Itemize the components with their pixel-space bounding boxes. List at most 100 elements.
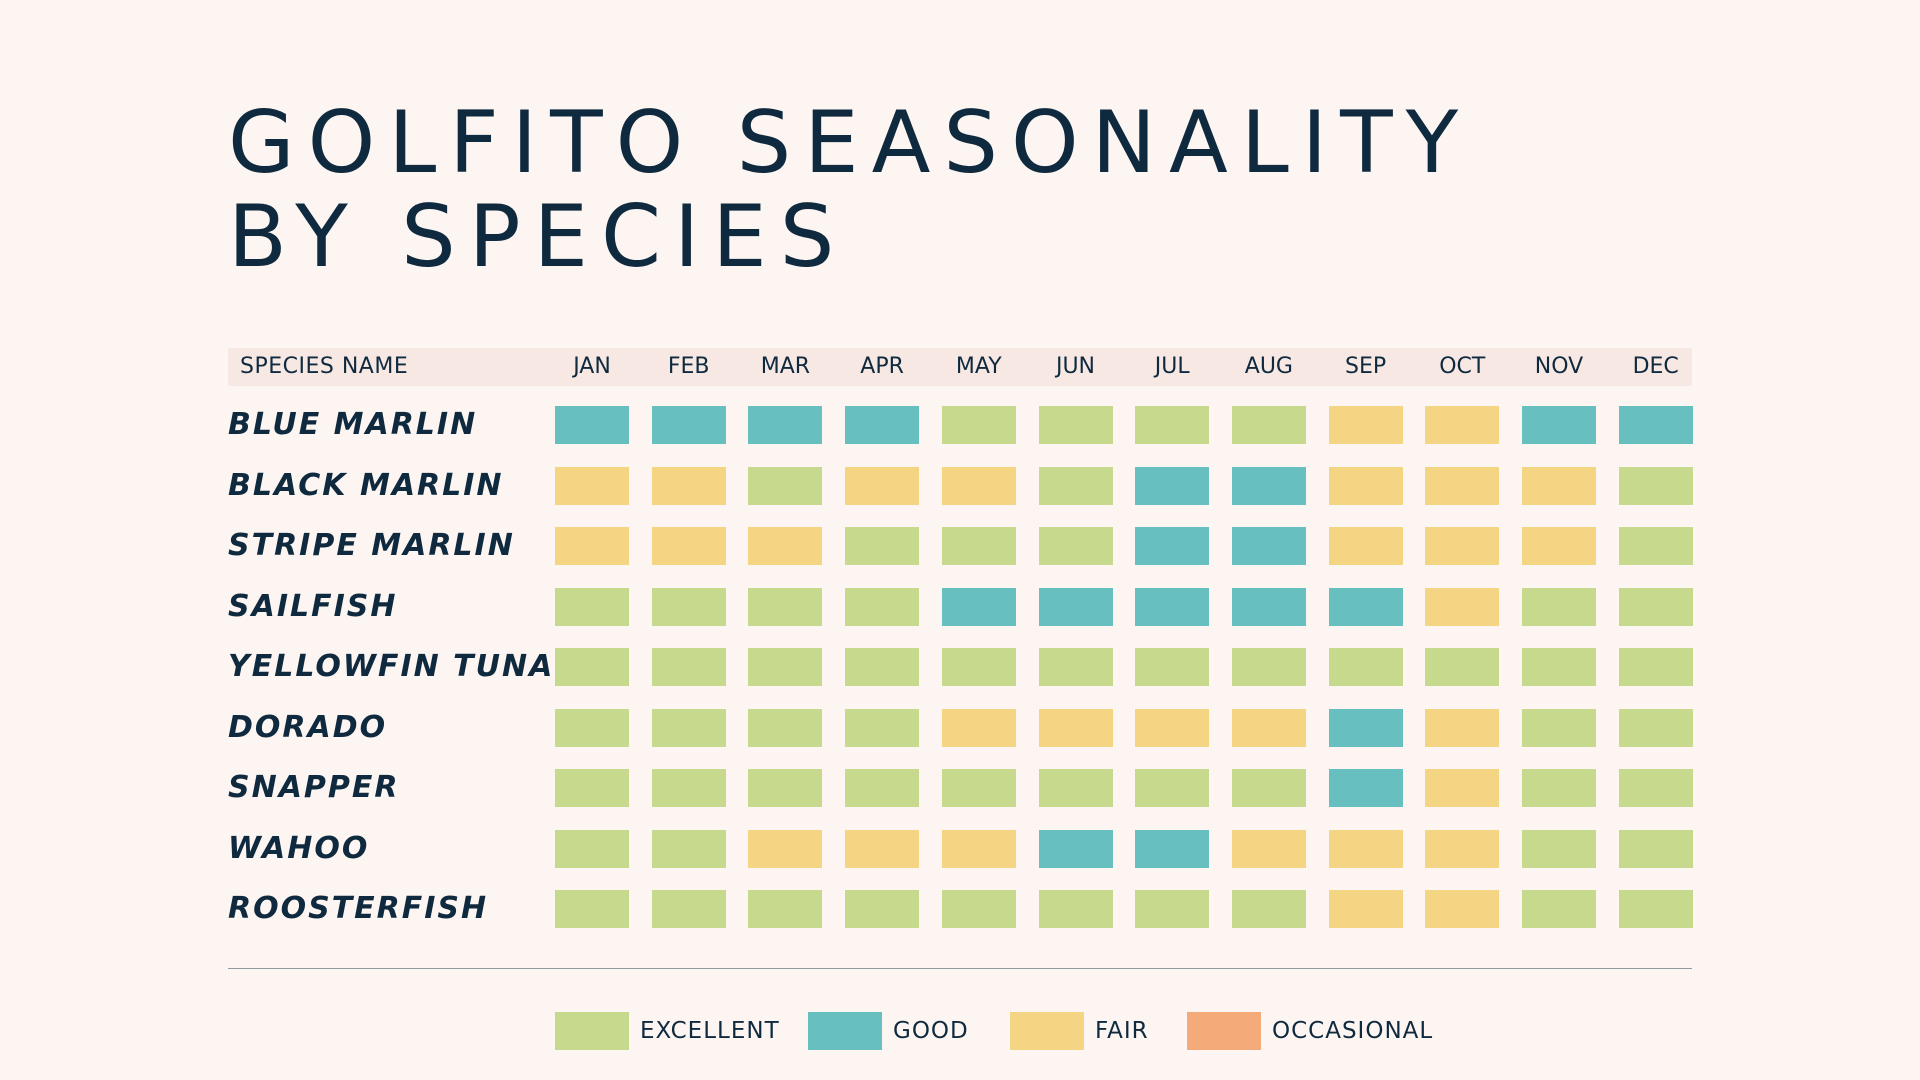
heatmap-cell [941,466,1016,505]
heatmap-cell [651,769,726,807]
heatmap-cell [1618,466,1693,505]
heatmap-cell [651,708,726,747]
heatmap-cell [1522,527,1596,565]
heatmap-cell [1231,648,1306,686]
heatmap-cell [1231,769,1306,807]
heatmap-cell [1231,708,1306,747]
heatmap-cell [941,890,1016,928]
heatmap-cell [941,587,1016,626]
heatmap-cell [1231,527,1306,565]
heatmap-cell [1328,708,1403,747]
month-label-sep: SEP [1345,354,1387,379]
month-label-oct: OCT [1439,354,1486,379]
heatmap-cell [748,890,823,928]
legend-label-good: GOOD [893,1018,969,1044]
species-label: ROOSTERFISH [228,891,489,926]
heatmap-cell [845,769,920,807]
title-line-2: BY SPECIES [228,187,848,287]
heatmap-cell [651,466,726,505]
heatmap-cell [1038,890,1113,928]
species-label: SAILFISH [228,588,398,624]
legend-swatch-good [808,1012,882,1050]
legend-swatch-occasional [1187,1012,1261,1050]
heatmap-cell [1038,708,1113,747]
heatmap-cell [748,527,823,565]
month-label-jun: JUN [1055,354,1096,379]
heatmap-cell [1135,648,1210,686]
month-label-dec: DEC [1632,354,1679,379]
heatmap-cell [748,587,823,626]
heatmap-cell [651,527,726,565]
heatmap-cell [845,527,920,565]
heatmap-cell [1038,829,1113,868]
divider [228,968,1692,969]
heatmap-cell [748,708,823,747]
heatmap-cell [1425,708,1500,747]
heatmap-cell [651,648,726,686]
species-label: YELLOWFIN TUNA [228,649,555,684]
heatmap-cell [1522,466,1596,505]
heatmap-cell [1522,406,1596,444]
month-label-aug: AUG [1244,354,1293,379]
heatmap-cell [1328,769,1403,807]
heatmap-cell [555,708,629,747]
heatmap-cell [1328,829,1403,868]
heatmap-cell [1038,648,1113,686]
heatmap-cell [651,587,726,626]
heatmap-cell [1522,829,1596,868]
heatmap-cell [1522,587,1596,626]
heatmap-cell [1038,769,1113,807]
heatmap-cell [1231,466,1306,505]
heatmap-cell [1522,769,1596,807]
heatmap-cell [1618,406,1693,444]
month-label-jan: JAN [573,354,611,379]
legend-label-fair: FAIR [1095,1018,1149,1044]
heatmap-cell [1522,708,1596,747]
heatmap-cell [1038,527,1113,565]
heatmap-cell [845,587,920,626]
heatmap-cell [1328,648,1403,686]
heatmap-cell [748,829,823,868]
heatmap-cell [1618,587,1693,626]
heatmap-cell [1135,708,1210,747]
heatmap-cell [1425,466,1500,505]
heatmap-cell [651,890,726,928]
title-line-1: GOLFITO SEASONALITY [228,93,1472,193]
heatmap-cell [1135,890,1210,928]
heatmap-cell [748,648,823,686]
heatmap-cell [1135,829,1210,868]
species-label: WAHOO [228,830,370,866]
heatmap-cell [555,829,629,868]
heatmap-cell [1618,708,1693,747]
heatmap-cell [1425,769,1500,807]
heatmap-cell [1328,890,1403,928]
heatmap-cell [1425,648,1500,686]
heatmap-cell [555,890,629,928]
species-label: SNAPPER [228,770,400,805]
heatmap-cell [941,527,1016,565]
month-label-apr: APR [860,354,904,379]
heatmap-cell [1135,406,1210,444]
heatmap-cell [941,829,1016,868]
heatmap-cell [1231,890,1306,928]
heatmap-cell [845,708,920,747]
heatmap-cell [555,406,629,444]
heatmap-cell [1038,406,1113,444]
heatmap-cell [941,769,1016,807]
heatmap-cell [1618,648,1693,686]
heatmap-cell [1425,890,1500,928]
heatmap-cell [1038,466,1113,505]
heatmap-cell [1135,769,1210,807]
legend-swatch-excellent [555,1012,629,1050]
heatmap-cell [1425,406,1500,444]
heatmap-cell [1328,466,1403,505]
month-label-may: MAY [955,354,1002,379]
heatmap-cell [941,648,1016,686]
heatmap-cell [1231,829,1306,868]
species-label: BLUE MARLIN [228,407,478,442]
heatmap-cell [1522,648,1596,686]
heatmap-cell [1328,587,1403,626]
legend-swatch-fair [1010,1012,1084,1050]
heatmap-cell [845,890,920,928]
page-title: GOLFITO SEASONALITY BY SPECIES [228,96,1471,284]
